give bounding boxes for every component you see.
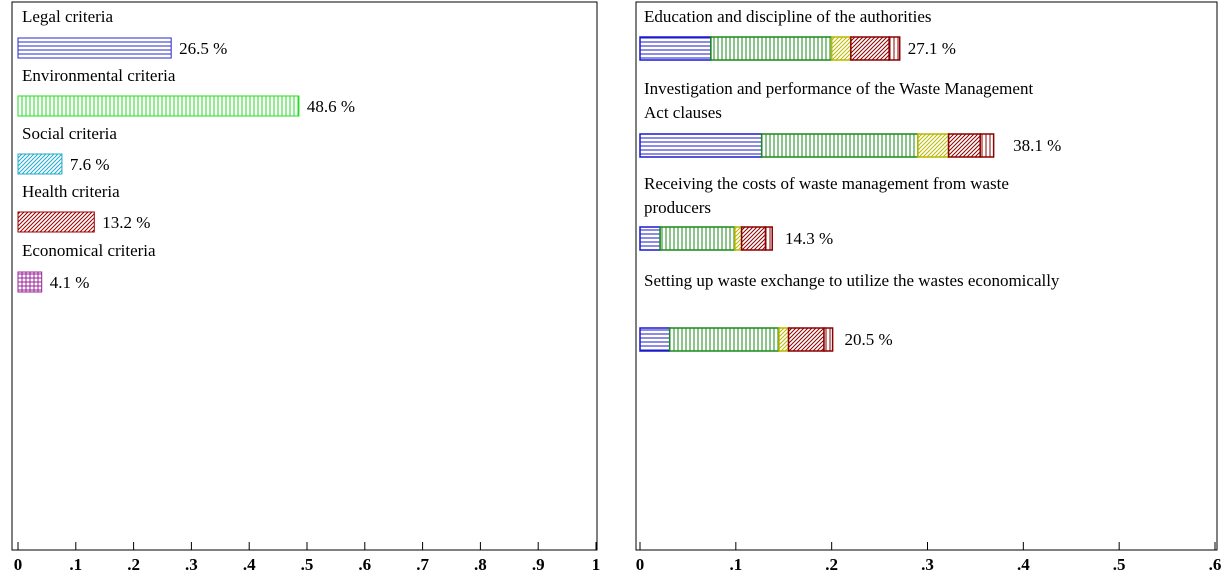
value-label: 4.1 %	[50, 273, 90, 292]
bar-segment	[888, 36, 901, 61]
bar-segment	[668, 327, 780, 352]
bar-segment	[639, 133, 763, 158]
bar-segment	[947, 133, 981, 158]
x-tick-label: .6	[1209, 555, 1222, 574]
category-label: Education and discipline of the authorit…	[644, 7, 932, 26]
bar-segment	[764, 226, 774, 251]
category-label: Receiving the costs of waste management …	[644, 174, 1009, 217]
bar-segment	[850, 36, 890, 61]
bar	[17, 153, 63, 175]
category-label: Health criteria	[22, 182, 120, 201]
x-tick-label: .1	[69, 555, 82, 574]
value-label: 38.1 %	[1013, 136, 1061, 155]
bar-segment	[734, 226, 743, 251]
category-label: Economical criteria	[22, 241, 156, 260]
value-label: 27.1 %	[908, 39, 956, 58]
x-tick-label: 0	[636, 555, 645, 574]
x-tick-label: .1	[729, 555, 742, 574]
x-tick-label: .5	[1113, 555, 1126, 574]
x-tick-label: .9	[532, 555, 545, 574]
bar-segment	[740, 226, 767, 251]
bar-segment	[778, 327, 790, 352]
bar	[17, 271, 43, 293]
x-tick-label: .2	[825, 555, 838, 574]
category-label: Setting up waste exchange to utilize the…	[644, 271, 1060, 290]
value-label: 14.3 %	[785, 229, 833, 248]
bar-segment	[823, 327, 834, 352]
bar-segment	[639, 36, 712, 61]
bar-segment	[979, 133, 995, 158]
category-label: Social criteria	[22, 124, 117, 143]
bar	[17, 95, 300, 117]
value-label: 26.5 %	[179, 39, 227, 58]
x-tick-label: .3	[185, 555, 198, 574]
category-label: Legal criteria	[22, 7, 114, 26]
value-label: 13.2 %	[102, 213, 150, 232]
value-label: 48.6 %	[307, 97, 355, 116]
category-label: Investigation and performance of the Was…	[644, 79, 1034, 122]
x-tick-label: .4	[243, 555, 256, 574]
x-tick-label: .5	[301, 555, 314, 574]
bar-segment	[639, 226, 661, 251]
x-tick-label: 0	[14, 555, 23, 574]
category-label: Environmental criteria	[22, 66, 176, 85]
panel-frame	[635, 1, 1218, 551]
value-label: 20.5 %	[844, 330, 892, 349]
bar-segment	[760, 133, 919, 158]
bar	[17, 37, 172, 59]
bar-segment	[787, 327, 825, 352]
x-tick-label: .2	[127, 555, 140, 574]
x-tick-label: .4	[1017, 555, 1030, 574]
x-tick-label: .7	[416, 555, 429, 574]
bar-segment	[917, 133, 950, 158]
x-tick-label: 1	[592, 555, 601, 574]
bar-segment	[710, 36, 833, 61]
x-tick-label: .6	[358, 555, 371, 574]
value-label: 7.6 %	[70, 155, 110, 174]
bar-segment	[830, 36, 852, 61]
bar-segment	[659, 226, 736, 251]
x-tick-label: .8	[474, 555, 487, 574]
bar	[17, 211, 95, 233]
panel-frame	[11, 1, 598, 551]
bar-segment	[639, 327, 671, 352]
x-tick-label: .3	[921, 555, 934, 574]
